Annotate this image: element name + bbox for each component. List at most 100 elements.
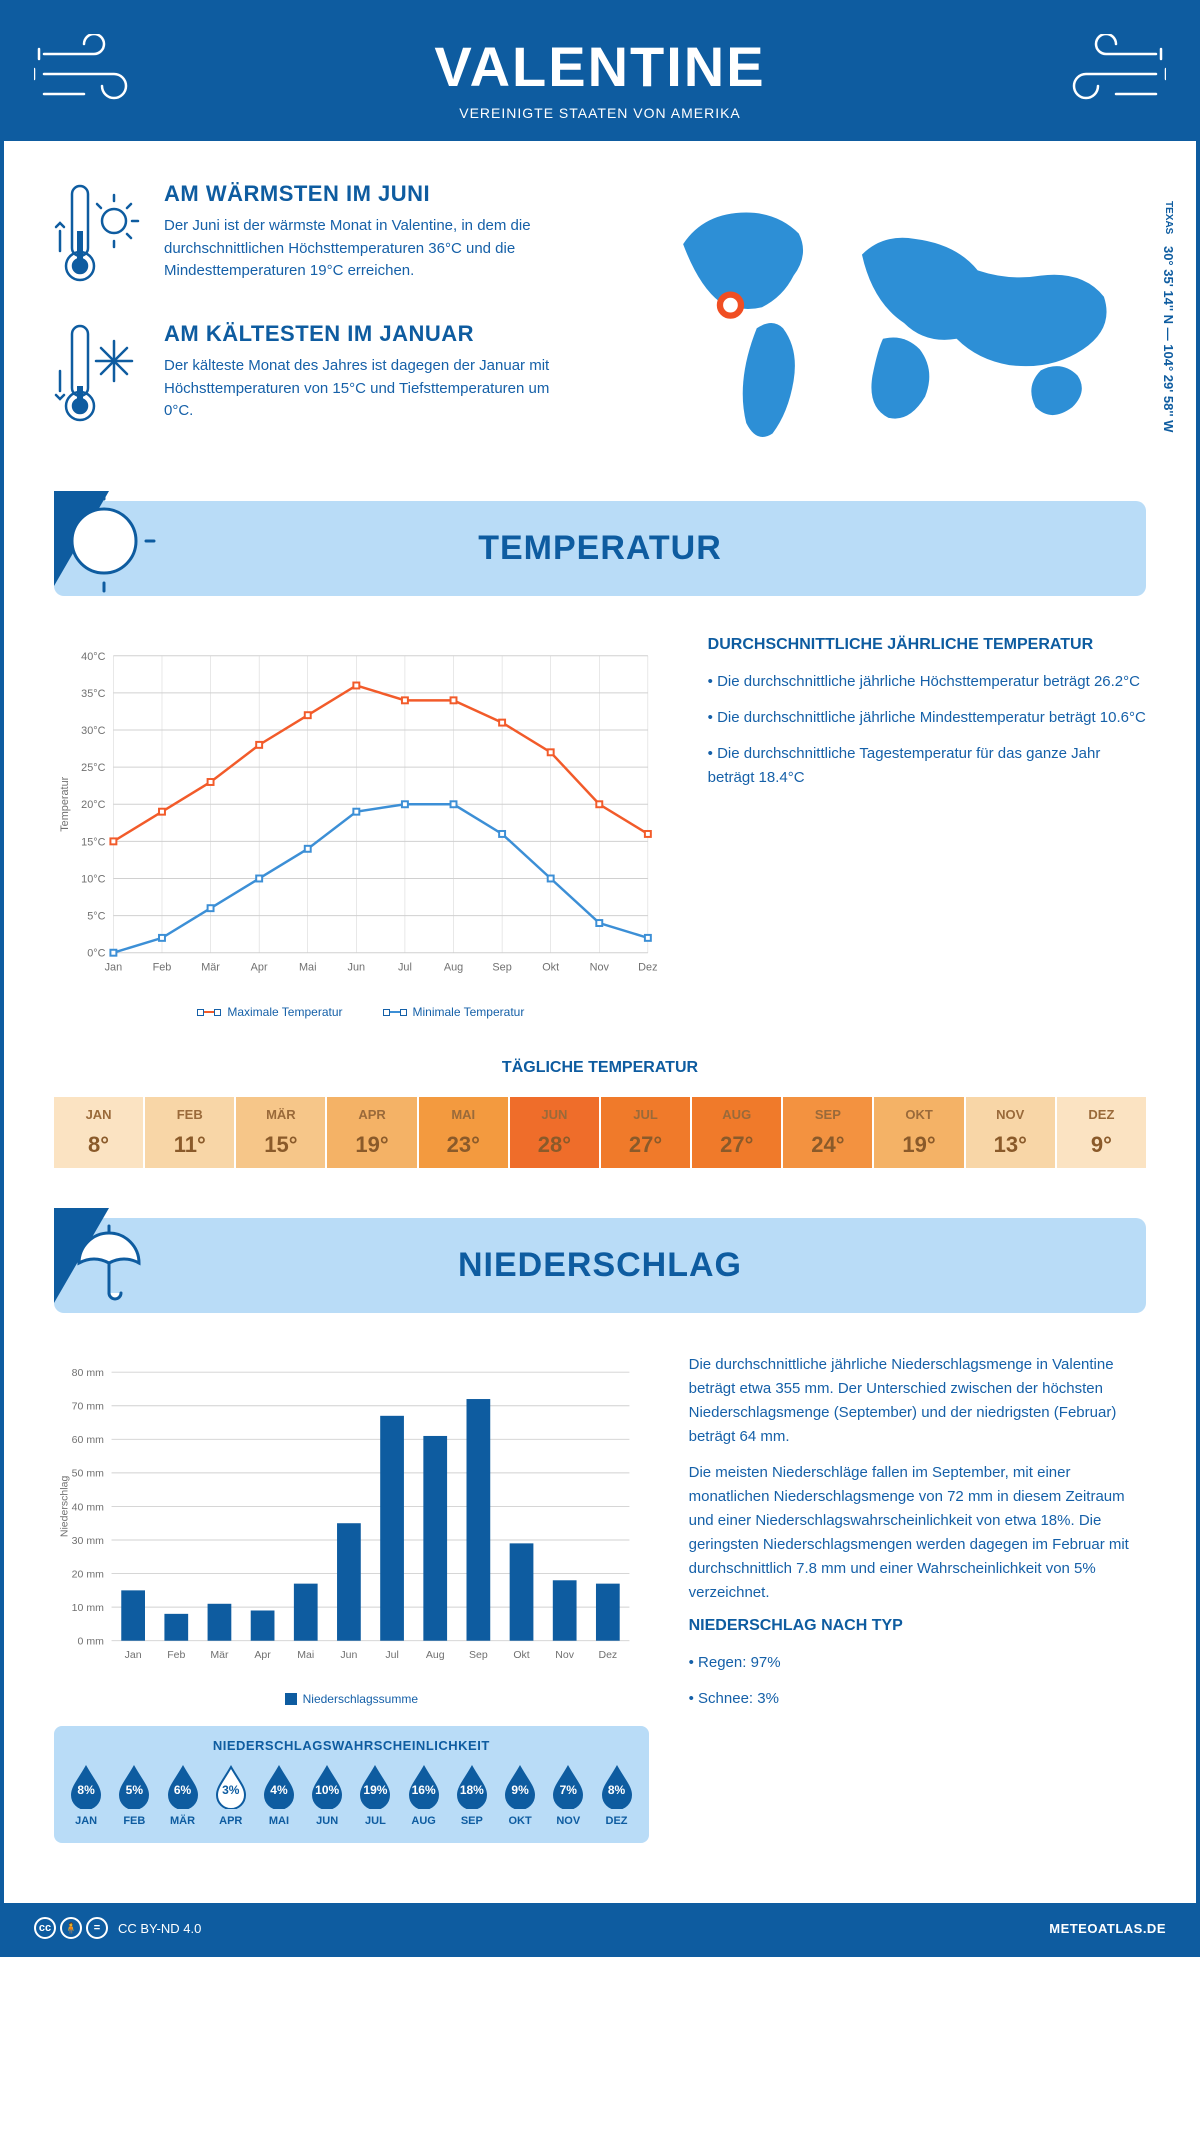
precip-legend-label: Niederschlagssumme xyxy=(303,1692,418,1706)
probability-cell: 8%JAN xyxy=(64,1765,108,1827)
svg-text:30 mm: 30 mm xyxy=(72,1535,104,1547)
cc-icon: cc xyxy=(34,1917,56,1939)
svg-text:40°C: 40°C xyxy=(81,651,105,663)
svg-text:Aug: Aug xyxy=(444,962,463,974)
probability-cell: 18%SEP xyxy=(450,1765,494,1827)
svg-text:Feb: Feb xyxy=(167,1649,185,1661)
footer: cc 🧍 = CC BY-ND 4.0 METEOATLAS.DE xyxy=(4,1903,1196,1953)
svg-text:30°C: 30°C xyxy=(81,725,105,737)
svg-text:Jan: Jan xyxy=(105,962,123,974)
temp-cell: NOV13° xyxy=(966,1097,1055,1168)
temp-cell: APR19° xyxy=(327,1097,416,1168)
intro-section: AM WÄRMSTEN IM JUNI Der Juni ist der wär… xyxy=(54,181,1146,461)
legend-min-label: Minimale Temperatur xyxy=(413,1005,525,1019)
temp-summary-heading: DURCHSCHNITTLICHE JÄHRLICHE TEMPERATUR xyxy=(708,636,1146,654)
coordinates: TEXAS 30° 35' 14'' N — 104° 29' 58'' W xyxy=(1161,201,1176,432)
temp-cell: JAN8° xyxy=(54,1097,143,1168)
temp-cell: MÄR15° xyxy=(236,1097,325,1168)
probability-grid: 8%JAN5%FEB6%MÄR3%APR4%MAI10%JUN19%JUL16%… xyxy=(64,1765,639,1827)
temperature-line-chart: 0°C5°C10°C15°C20°C25°C30°C35°C40°CJanFeb… xyxy=(54,636,668,992)
precip-para-1: Die durchschnittliche jährliche Niedersc… xyxy=(689,1353,1146,1449)
legend-max-label: Maximale Temperatur xyxy=(227,1005,342,1019)
umbrella-icon xyxy=(54,1208,164,1318)
temp-bullet: Die durchschnittliche jährliche Höchstte… xyxy=(708,670,1146,694)
svg-text:Okt: Okt xyxy=(542,962,559,974)
probability-cell: 8%DEZ xyxy=(594,1765,638,1827)
svg-text:Mär: Mär xyxy=(210,1649,229,1661)
precipitation-bar-chart: 0 mm10 mm20 mm30 mm40 mm50 mm60 mm70 mm8… xyxy=(54,1353,649,1679)
temp-cell: JUL27° xyxy=(601,1097,690,1168)
warmest-text: Der Juni ist der wärmste Monat in Valent… xyxy=(164,215,580,283)
nd-icon: = xyxy=(86,1917,108,1939)
svg-text:Okt: Okt xyxy=(513,1649,529,1661)
temp-cell: FEB11° xyxy=(145,1097,234,1168)
svg-text:Sep: Sep xyxy=(469,1649,488,1661)
probability-box: NIEDERSCHLAGSWAHRSCHEINLICHKEIT 8%JAN5%F… xyxy=(54,1726,649,1843)
warmest-block: AM WÄRMSTEN IM JUNI Der Juni ist der wär… xyxy=(54,181,580,291)
probability-cell: 16%AUG xyxy=(402,1765,446,1827)
coords-value: 30° 35' 14'' N — 104° 29' 58'' W xyxy=(1161,246,1176,433)
svg-text:Dez: Dez xyxy=(638,962,657,974)
precip-para-2: Die meisten Niederschläge fallen im Sept… xyxy=(689,1461,1146,1605)
daily-temp-grid: JAN8°FEB11°MÄR15°APR19°MAI23°JUN28°JUL27… xyxy=(54,1097,1146,1168)
svg-text:35°C: 35°C xyxy=(81,688,105,700)
coldest-heading: AM KÄLTESTEN IM JANUAR xyxy=(164,321,580,347)
temp-cell: MAI23° xyxy=(419,1097,508,1168)
precip-type-bullet: Regen: 97% xyxy=(689,1651,1146,1675)
page-subtitle: VEREINIGTE STAATEN VON AMERIKA xyxy=(4,105,1196,121)
svg-text:Sep: Sep xyxy=(492,962,511,974)
sun-icon xyxy=(54,491,164,601)
svg-text:0°C: 0°C xyxy=(87,948,105,960)
header: VALENTINE VEREINIGTE STAATEN VON AMERIKA xyxy=(4,4,1196,141)
temperature-banner: TEMPERATUR xyxy=(54,501,1146,596)
probability-cell: 7%NOV xyxy=(546,1765,590,1827)
warmest-heading: AM WÄRMSTEN IM JUNI xyxy=(164,181,580,207)
svg-text:Jun: Jun xyxy=(348,962,366,974)
site-label: METEOATLAS.DE xyxy=(1049,1921,1166,1936)
svg-text:Temperatur: Temperatur xyxy=(59,776,71,831)
svg-text:Nov: Nov xyxy=(590,962,610,974)
precip-type-heading: NIEDERSCHLAG NACH TYP xyxy=(689,1617,1146,1635)
svg-text:15°C: 15°C xyxy=(81,836,105,848)
svg-text:70 mm: 70 mm xyxy=(72,1401,104,1413)
svg-text:20 mm: 20 mm xyxy=(72,1569,104,1581)
probability-cell: 4%MAI xyxy=(257,1765,301,1827)
probability-cell: 5%FEB xyxy=(112,1765,156,1827)
svg-text:Apr: Apr xyxy=(254,1649,271,1661)
temp-cell: SEP24° xyxy=(783,1097,872,1168)
daily-temp-heading: TÄGLICHE TEMPERATUR xyxy=(54,1059,1146,1077)
thermometer-cold-icon xyxy=(54,321,144,431)
svg-text:40 mm: 40 mm xyxy=(72,1502,104,1514)
probability-cell: 9%OKT xyxy=(498,1765,542,1827)
svg-text:20°C: 20°C xyxy=(81,799,105,811)
svg-text:Dez: Dez xyxy=(598,1649,617,1661)
svg-text:10°C: 10°C xyxy=(81,873,105,885)
page-title: VALENTINE xyxy=(4,34,1196,99)
page-frame: VALENTINE VEREINIGTE STAATEN VON AMERIKA xyxy=(0,0,1200,1957)
temperature-heading: TEMPERATUR xyxy=(54,529,1146,568)
temp-bullet: Die durchschnittliche Tagestemperatur fü… xyxy=(708,742,1146,790)
wind-icon-right xyxy=(1046,34,1166,114)
svg-text:0 mm: 0 mm xyxy=(78,1636,105,1648)
probability-cell: 3%APR xyxy=(209,1765,253,1827)
svg-text:Mär: Mär xyxy=(201,962,220,974)
svg-text:Mai: Mai xyxy=(299,962,317,974)
temp-summary-list: Die durchschnittliche jährliche Höchstte… xyxy=(708,670,1146,790)
coldest-block: AM KÄLTESTEN IM JANUAR Der kälteste Mona… xyxy=(54,321,580,431)
svg-text:Jul: Jul xyxy=(385,1649,398,1661)
svg-text:Niederschlag: Niederschlag xyxy=(58,1476,70,1538)
temp-legend: Maximale Temperatur Minimale Temperatur xyxy=(54,1005,668,1019)
license-label: CC BY-ND 4.0 xyxy=(118,1921,201,1936)
svg-text:Mai: Mai xyxy=(297,1649,314,1661)
wind-icon-left xyxy=(34,34,154,114)
svg-text:80 mm: 80 mm xyxy=(72,1367,104,1379)
svg-text:10 mm: 10 mm xyxy=(72,1602,104,1614)
svg-text:Aug: Aug xyxy=(426,1649,445,1661)
svg-text:5°C: 5°C xyxy=(87,911,105,923)
world-map: TEXAS 30° 35' 14'' N — 104° 29' 58'' W xyxy=(620,181,1146,460)
precip-legend: Niederschlagssumme xyxy=(54,1692,649,1706)
temp-bullet: Die durchschnittliche jährliche Mindestt… xyxy=(708,706,1146,730)
precip-type-list: Regen: 97%Schnee: 3% xyxy=(689,1651,1146,1711)
probability-heading: NIEDERSCHLAGSWAHRSCHEINLICHKEIT xyxy=(64,1738,639,1753)
temp-cell: OKT19° xyxy=(874,1097,963,1168)
